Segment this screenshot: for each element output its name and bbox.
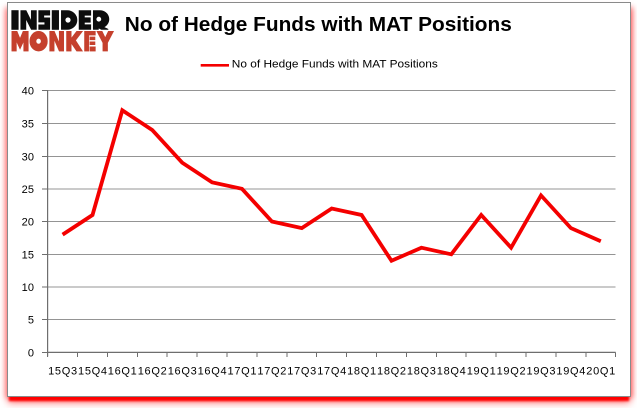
svg-text:16Q2: 16Q2 — [138, 366, 167, 378]
svg-text:5: 5 — [28, 315, 34, 327]
svg-text:30: 30 — [22, 152, 34, 164]
svg-text:20Q1: 20Q1 — [586, 366, 615, 378]
svg-text:20: 20 — [22, 217, 34, 229]
svg-text:19Q2: 19Q2 — [497, 366, 526, 378]
svg-text:10: 10 — [22, 282, 34, 294]
svg-text:40: 40 — [22, 86, 34, 98]
svg-text:16Q3: 16Q3 — [168, 366, 197, 378]
svg-text:17Q3: 17Q3 — [287, 366, 316, 378]
svg-text:19Q3: 19Q3 — [527, 366, 556, 378]
svg-text:25: 25 — [22, 184, 34, 196]
svg-text:18Q1: 18Q1 — [347, 366, 376, 378]
svg-text:No of Hedge Funds with MAT Pos: No of Hedge Funds with MAT Positions — [125, 14, 512, 36]
svg-text:18Q2: 18Q2 — [377, 366, 406, 378]
svg-text:15Q4: 15Q4 — [78, 366, 107, 378]
svg-text:15Q3: 15Q3 — [48, 366, 77, 378]
svg-text:15: 15 — [22, 250, 34, 262]
svg-text:18Q4: 18Q4 — [437, 366, 466, 378]
svg-text:17Q4: 17Q4 — [317, 366, 346, 378]
svg-text:19Q1: 19Q1 — [467, 366, 496, 378]
svg-text:17Q2: 17Q2 — [257, 366, 286, 378]
svg-text:19Q4: 19Q4 — [556, 366, 585, 378]
svg-text:16Q1: 16Q1 — [108, 366, 137, 378]
svg-text:0: 0 — [28, 348, 34, 360]
svg-text:35: 35 — [22, 119, 34, 131]
svg-text:17Q1: 17Q1 — [228, 366, 257, 378]
svg-text:18Q3: 18Q3 — [407, 366, 436, 378]
svg-text:16Q4: 16Q4 — [198, 366, 227, 378]
svg-text:No of Hedge Funds with MAT Pos: No of Hedge Funds with MAT Positions — [232, 59, 439, 71]
